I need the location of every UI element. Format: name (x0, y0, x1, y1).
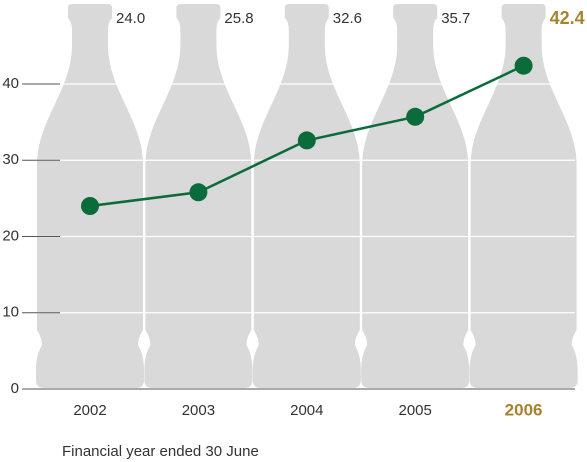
y-tick-label: 0 (11, 380, 19, 397)
bottle (469, 4, 578, 388)
point (81, 197, 99, 215)
bottle-backgrounds (36, 4, 578, 388)
x-tick-label: 2002 (73, 402, 106, 419)
value-label: 25.8 (224, 10, 253, 27)
value-label: 35.7 (441, 10, 470, 27)
y-tick-label: 10 (2, 304, 19, 321)
x-tick-label: 2006 (505, 400, 543, 419)
x-tick-label: 2005 (399, 402, 432, 419)
x-tick-label: 2004 (290, 402, 323, 419)
y-tick-label: 30 (2, 151, 19, 168)
y-tick-label: 20 (2, 227, 19, 244)
bottle (252, 4, 361, 388)
x-tick-label: 2003 (182, 402, 215, 419)
bottle (361, 4, 470, 388)
value-label: 24.0 (116, 10, 145, 27)
point (297, 131, 316, 150)
point (406, 107, 425, 126)
y-tick-label: 40 (2, 75, 19, 92)
bottle (36, 4, 144, 388)
value-label: 42.4 (550, 8, 585, 28)
plot: 0 10 20 30 40 2002 2003 2004 2005 2006 24.0 25.8 32.… (2, 8, 584, 420)
point (514, 56, 533, 75)
x-axis-label: Financial year ended 30 June (62, 443, 259, 460)
value-label: 32.6 (333, 10, 362, 27)
point (189, 183, 208, 202)
